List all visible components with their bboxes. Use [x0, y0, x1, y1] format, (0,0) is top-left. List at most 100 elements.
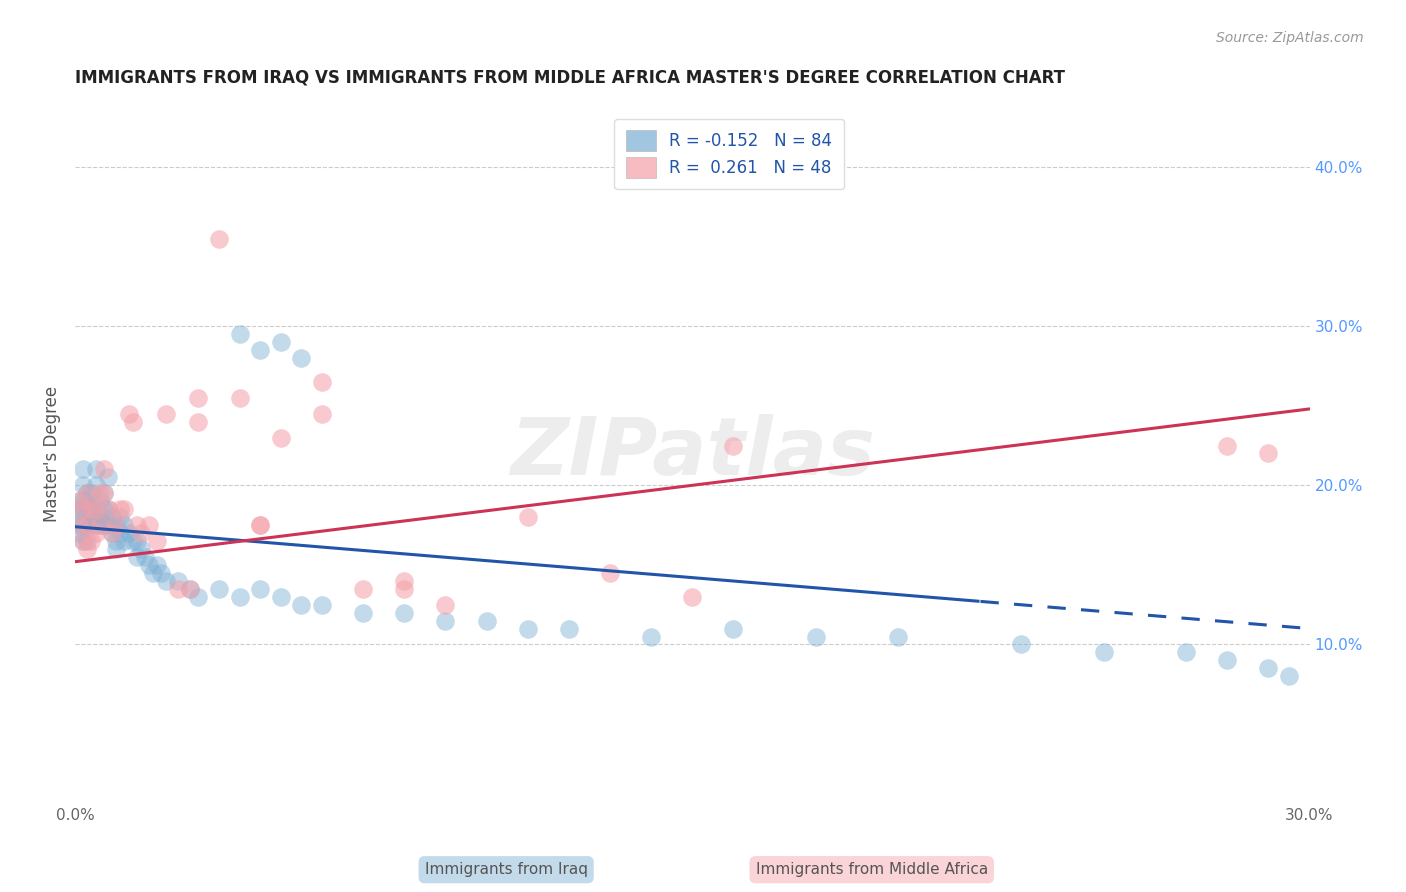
- Point: [125, 518, 148, 533]
- Text: Immigrants from Middle Africa: Immigrants from Middle Africa: [755, 863, 988, 877]
- Point: [112, 502, 135, 516]
- Point: [228, 327, 250, 342]
- Point: [84, 502, 107, 516]
- Point: [112, 518, 135, 533]
- Point: [392, 582, 415, 596]
- Point: [167, 582, 190, 596]
- Point: [80, 502, 103, 516]
- Point: [72, 534, 94, 549]
- Point: [72, 518, 94, 533]
- Point: [67, 518, 90, 533]
- Point: [146, 534, 169, 549]
- Point: [723, 622, 745, 636]
- Point: [1092, 645, 1115, 659]
- Point: [84, 462, 107, 476]
- Point: [76, 486, 98, 500]
- Point: [117, 526, 139, 541]
- Point: [84, 518, 107, 533]
- Point: [270, 590, 292, 604]
- Point: [93, 486, 115, 500]
- Point: [80, 502, 103, 516]
- Point: [516, 510, 538, 524]
- Point: [89, 518, 111, 533]
- Point: [67, 518, 90, 533]
- Point: [80, 534, 103, 549]
- Point: [125, 534, 148, 549]
- Point: [76, 502, 98, 516]
- Point: [249, 518, 271, 533]
- Point: [1257, 661, 1279, 675]
- Point: [146, 558, 169, 572]
- Point: [84, 478, 107, 492]
- Point: [105, 518, 128, 533]
- Text: ZIPatlas: ZIPatlas: [510, 415, 875, 492]
- Point: [1257, 446, 1279, 460]
- Point: [640, 630, 662, 644]
- Point: [155, 407, 177, 421]
- Point: [270, 334, 292, 349]
- Point: [110, 510, 132, 524]
- Point: [187, 391, 209, 405]
- Point: [93, 502, 115, 516]
- Point: [475, 614, 498, 628]
- Point: [97, 502, 120, 516]
- Point: [67, 526, 90, 541]
- Point: [723, 438, 745, 452]
- Point: [110, 526, 132, 541]
- Point: [142, 566, 165, 580]
- Point: [187, 415, 209, 429]
- Point: [681, 590, 703, 604]
- Text: Immigrants from Iraq: Immigrants from Iraq: [425, 863, 588, 877]
- Point: [72, 502, 94, 516]
- Point: [1175, 645, 1198, 659]
- Point: [179, 582, 201, 596]
- Point: [187, 590, 209, 604]
- Point: [249, 343, 271, 357]
- Point: [311, 375, 333, 389]
- Point: [208, 582, 231, 596]
- Point: [72, 478, 94, 492]
- Point: [97, 518, 120, 533]
- Point: [80, 502, 103, 516]
- Point: [101, 510, 124, 524]
- Point: [67, 494, 90, 508]
- Point: [392, 574, 415, 588]
- Point: [887, 630, 910, 644]
- Point: [804, 630, 827, 644]
- Point: [72, 502, 94, 516]
- Point: [80, 518, 103, 533]
- Point: [72, 462, 94, 476]
- Point: [228, 590, 250, 604]
- Point: [105, 534, 128, 549]
- Point: [76, 518, 98, 533]
- Point: [155, 574, 177, 588]
- Point: [179, 582, 201, 596]
- Point: [76, 518, 98, 533]
- Point: [129, 526, 152, 541]
- Point: [76, 534, 98, 549]
- Point: [76, 494, 98, 508]
- Point: [93, 462, 115, 476]
- Y-axis label: Master's Degree: Master's Degree: [44, 385, 60, 522]
- Point: [599, 566, 621, 580]
- Point: [352, 606, 374, 620]
- Point: [110, 502, 132, 516]
- Point: [311, 407, 333, 421]
- Point: [105, 541, 128, 556]
- Point: [80, 510, 103, 524]
- Point: [84, 526, 107, 541]
- Point: [121, 534, 143, 549]
- Point: [93, 486, 115, 500]
- Point: [84, 502, 107, 516]
- Point: [434, 614, 457, 628]
- Point: [290, 351, 312, 365]
- Point: [76, 541, 98, 556]
- Point: [270, 431, 292, 445]
- Point: [1216, 653, 1239, 667]
- Point: [89, 494, 111, 508]
- Point: [72, 494, 94, 508]
- Point: [112, 534, 135, 549]
- Point: [105, 518, 128, 533]
- Point: [516, 622, 538, 636]
- Text: IMMIGRANTS FROM IRAQ VS IMMIGRANTS FROM MIDDLE AFRICA MASTER'S DEGREE CORRELATIO: IMMIGRANTS FROM IRAQ VS IMMIGRANTS FROM …: [75, 69, 1064, 87]
